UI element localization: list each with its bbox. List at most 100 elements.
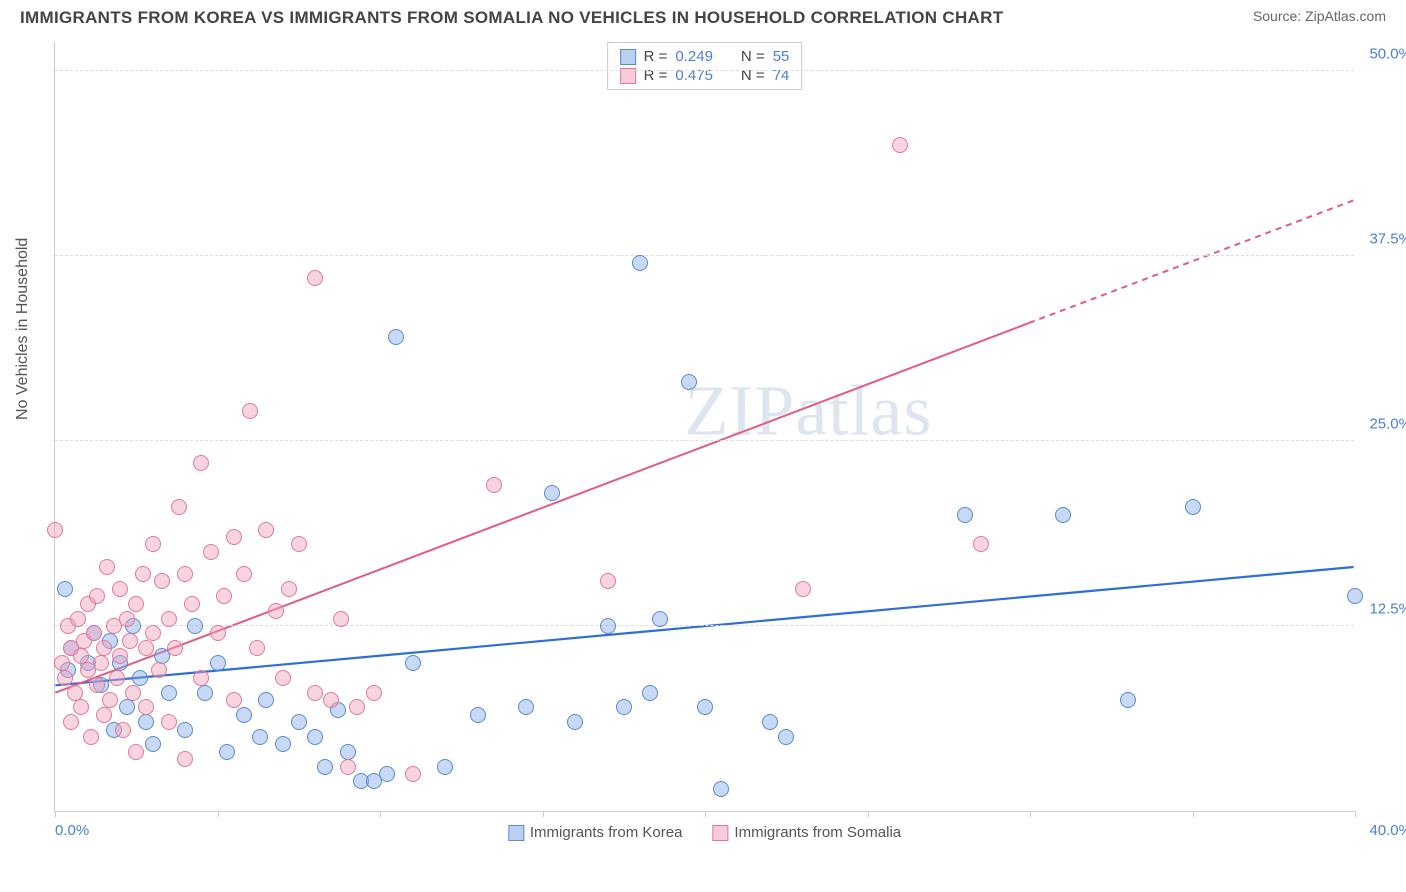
data-point	[145, 536, 161, 552]
source-label: Source: ZipAtlas.com	[1253, 8, 1386, 24]
x-tick	[1193, 811, 1194, 817]
chart-title: IMMIGRANTS FROM KOREA VS IMMIGRANTS FROM…	[20, 8, 1003, 28]
data-point	[268, 603, 284, 619]
data-point	[219, 744, 235, 760]
data-point	[138, 714, 154, 730]
data-point	[57, 670, 73, 686]
data-point	[119, 611, 135, 627]
data-point	[125, 685, 141, 701]
data-point	[957, 507, 973, 523]
data-point	[258, 692, 274, 708]
data-point	[236, 707, 252, 723]
data-point	[67, 685, 83, 701]
stats-row-korea: R = 0.249 N = 55	[620, 47, 790, 66]
data-point	[145, 736, 161, 752]
data-point	[115, 722, 131, 738]
data-point	[349, 699, 365, 715]
legend-item-korea: Immigrants from Korea	[508, 824, 683, 841]
data-point	[89, 588, 105, 604]
source-name: ZipAtlas.com	[1305, 8, 1386, 24]
data-point	[193, 670, 209, 686]
legend-item-somalia: Immigrants from Somalia	[712, 824, 901, 841]
data-point	[226, 692, 242, 708]
data-point	[54, 655, 70, 671]
data-point	[600, 618, 616, 634]
data-point	[187, 618, 203, 634]
data-point	[197, 685, 213, 701]
header: IMMIGRANTS FROM KOREA VS IMMIGRANTS FROM…	[0, 0, 1406, 32]
data-point	[795, 581, 811, 597]
legend-swatch-korea-icon	[508, 825, 524, 841]
data-point	[210, 655, 226, 671]
data-point	[340, 759, 356, 775]
data-point	[307, 685, 323, 701]
data-point	[119, 699, 135, 715]
data-point	[161, 685, 177, 701]
data-point	[236, 566, 252, 582]
data-point	[177, 566, 193, 582]
data-point	[892, 137, 908, 153]
data-point	[437, 759, 453, 775]
data-point	[171, 499, 187, 515]
gridline	[55, 70, 1354, 71]
gridline	[55, 625, 1354, 626]
data-point	[697, 699, 713, 715]
x-tick	[868, 811, 869, 817]
data-point	[252, 729, 268, 745]
data-point	[778, 729, 794, 745]
data-point	[379, 766, 395, 782]
data-point	[681, 374, 697, 390]
data-point	[161, 714, 177, 730]
data-point	[713, 781, 729, 797]
data-point	[47, 522, 63, 538]
x-tick	[1030, 811, 1031, 817]
data-point	[642, 685, 658, 701]
data-point	[151, 662, 167, 678]
data-point	[317, 759, 333, 775]
y-axis-label: No Vehicles in Household	[14, 238, 32, 420]
data-point	[518, 699, 534, 715]
data-point	[486, 477, 502, 493]
data-point	[1347, 588, 1363, 604]
gridline	[55, 440, 1354, 441]
data-point	[388, 329, 404, 345]
data-point	[135, 566, 151, 582]
swatch-korea-icon	[620, 49, 636, 65]
data-point	[128, 744, 144, 760]
data-point	[96, 640, 112, 656]
x-tick	[543, 811, 544, 817]
data-point	[226, 529, 242, 545]
data-point	[333, 611, 349, 627]
data-point	[405, 766, 421, 782]
data-point	[89, 677, 105, 693]
data-point	[63, 714, 79, 730]
data-point	[1055, 507, 1071, 523]
data-point	[154, 573, 170, 589]
data-point	[83, 729, 99, 745]
data-point	[167, 640, 183, 656]
data-point	[203, 544, 219, 560]
data-point	[307, 729, 323, 745]
data-point	[73, 648, 89, 664]
data-point	[291, 536, 307, 552]
data-point	[567, 714, 583, 730]
data-point	[93, 655, 109, 671]
x-tick	[55, 811, 56, 817]
data-point	[70, 611, 86, 627]
data-point	[973, 536, 989, 552]
data-point	[249, 640, 265, 656]
data-point	[323, 692, 339, 708]
x-tick	[218, 811, 219, 817]
data-point	[616, 699, 632, 715]
data-point	[86, 625, 102, 641]
data-point	[307, 270, 323, 286]
data-point	[544, 485, 560, 501]
data-point	[57, 581, 73, 597]
data-point	[138, 640, 154, 656]
data-point	[210, 625, 226, 641]
trend-lines	[55, 42, 1354, 811]
data-point	[275, 670, 291, 686]
data-point	[340, 744, 356, 760]
data-point	[1120, 692, 1136, 708]
data-point	[216, 588, 232, 604]
